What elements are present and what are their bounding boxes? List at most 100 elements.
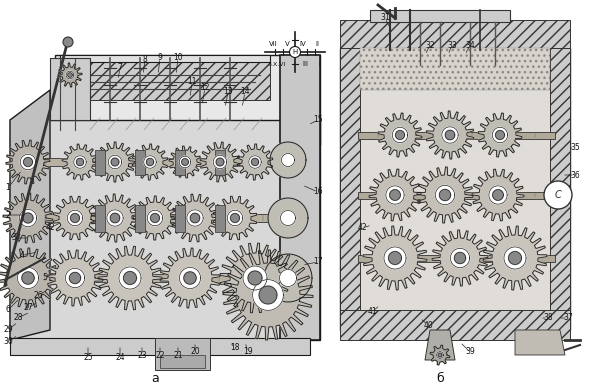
Polygon shape	[213, 196, 257, 240]
Text: 19: 19	[243, 348, 253, 357]
Polygon shape	[492, 127, 508, 143]
Polygon shape	[280, 55, 320, 340]
Polygon shape	[495, 130, 504, 139]
Polygon shape	[24, 158, 33, 166]
Polygon shape	[22, 272, 34, 284]
Polygon shape	[340, 48, 570, 330]
Text: 31: 31	[380, 14, 390, 23]
Polygon shape	[425, 330, 455, 360]
Polygon shape	[95, 150, 105, 175]
Polygon shape	[445, 130, 455, 140]
Polygon shape	[50, 58, 90, 120]
Polygon shape	[65, 268, 85, 288]
Text: 20: 20	[190, 348, 200, 357]
Polygon shape	[3, 193, 53, 243]
Text: 29: 29	[3, 326, 13, 334]
Text: 7: 7	[118, 64, 123, 73]
Text: 16: 16	[313, 187, 323, 196]
Text: 6: 6	[5, 305, 10, 315]
Text: 24: 24	[115, 353, 125, 362]
Text: C: C	[554, 190, 561, 200]
Polygon shape	[23, 213, 33, 223]
Polygon shape	[200, 142, 240, 182]
Polygon shape	[388, 251, 402, 265]
Text: 17: 17	[313, 258, 323, 267]
Polygon shape	[223, 250, 313, 340]
Polygon shape	[483, 226, 547, 290]
Polygon shape	[370, 10, 510, 22]
Text: 41: 41	[367, 308, 377, 317]
Polygon shape	[53, 196, 97, 240]
Polygon shape	[91, 194, 139, 242]
Polygon shape	[190, 213, 200, 223]
Polygon shape	[55, 55, 320, 145]
Text: 39: 39	[465, 348, 475, 357]
Text: 34: 34	[465, 40, 475, 50]
Text: 10: 10	[173, 54, 183, 62]
Text: 28: 28	[13, 314, 23, 322]
Polygon shape	[107, 210, 123, 226]
Polygon shape	[504, 247, 526, 269]
Text: 22: 22	[155, 350, 165, 360]
Polygon shape	[18, 158, 290, 166]
Polygon shape	[227, 210, 243, 226]
Circle shape	[544, 181, 572, 209]
Polygon shape	[340, 48, 360, 310]
Text: 33: 33	[447, 40, 457, 50]
Polygon shape	[509, 251, 521, 265]
Polygon shape	[182, 159, 188, 165]
Polygon shape	[378, 113, 422, 157]
Polygon shape	[478, 113, 522, 157]
Polygon shape	[95, 142, 135, 182]
Polygon shape	[384, 247, 406, 269]
Text: IV: IV	[300, 41, 306, 47]
Text: 42: 42	[357, 223, 367, 232]
Text: 12: 12	[201, 83, 210, 92]
Polygon shape	[358, 132, 555, 139]
Polygon shape	[150, 213, 159, 222]
Polygon shape	[489, 186, 507, 204]
Text: 32: 32	[425, 40, 435, 50]
Polygon shape	[18, 267, 39, 289]
Text: б: б	[436, 371, 444, 385]
Polygon shape	[98, 246, 162, 310]
Text: 40: 40	[423, 320, 433, 329]
Circle shape	[63, 37, 73, 47]
Text: 26: 26	[33, 291, 43, 300]
Polygon shape	[430, 345, 450, 365]
Polygon shape	[146, 158, 153, 166]
Polygon shape	[10, 120, 320, 340]
Polygon shape	[187, 210, 203, 226]
Polygon shape	[386, 186, 404, 204]
Polygon shape	[442, 127, 458, 143]
Text: 37: 37	[563, 314, 573, 322]
Polygon shape	[249, 156, 262, 168]
Polygon shape	[60, 58, 270, 100]
Text: 8: 8	[143, 55, 147, 64]
Polygon shape	[396, 130, 405, 139]
Polygon shape	[71, 213, 80, 222]
Polygon shape	[179, 267, 201, 289]
Text: III: III	[302, 61, 308, 67]
Polygon shape	[135, 205, 145, 232]
Polygon shape	[451, 248, 469, 268]
Text: 38: 38	[543, 314, 553, 322]
Polygon shape	[358, 255, 555, 262]
Text: 3: 3	[11, 234, 16, 242]
Polygon shape	[62, 144, 98, 180]
Polygon shape	[220, 243, 290, 313]
Polygon shape	[66, 71, 74, 79]
Polygon shape	[340, 20, 570, 48]
Polygon shape	[95, 205, 105, 232]
Text: 30: 30	[3, 338, 13, 346]
Polygon shape	[437, 352, 443, 359]
Text: I: I	[318, 61, 320, 67]
Polygon shape	[472, 169, 524, 221]
Text: 13: 13	[223, 88, 233, 97]
Polygon shape	[252, 280, 283, 310]
Polygon shape	[60, 55, 270, 62]
Polygon shape	[67, 210, 83, 226]
Polygon shape	[432, 230, 488, 286]
Polygon shape	[426, 111, 474, 159]
Text: 15: 15	[313, 116, 323, 125]
